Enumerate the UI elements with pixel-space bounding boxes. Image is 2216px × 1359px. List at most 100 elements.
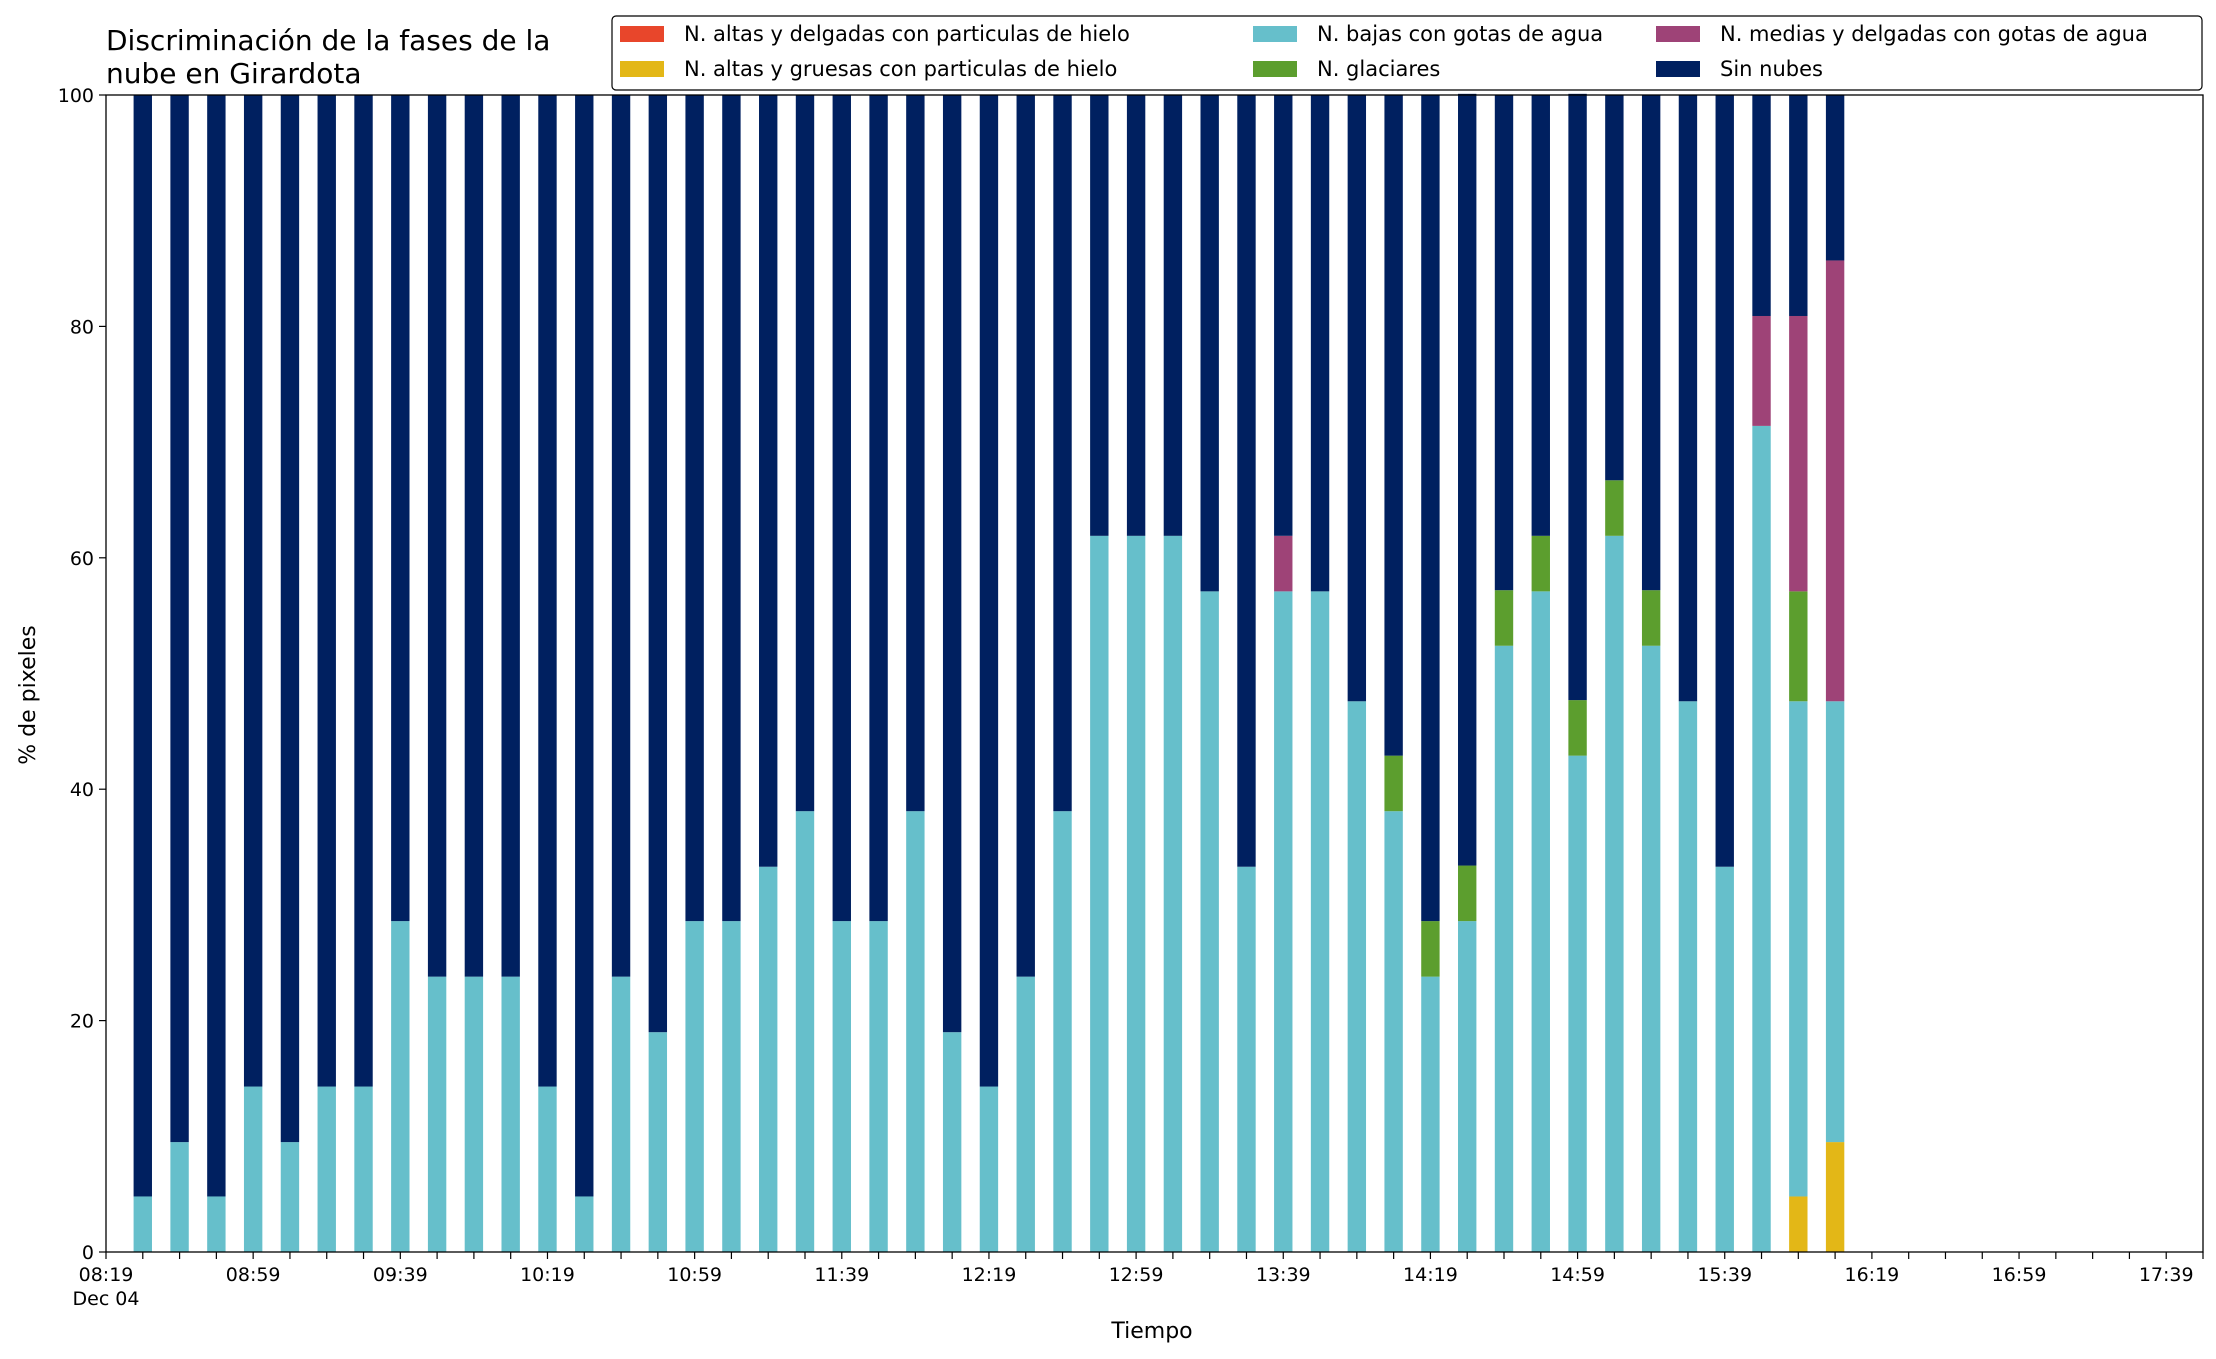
bar-segment-1019-s5 — [538, 95, 557, 1087]
bar-segment-0839-s2 — [170, 1142, 189, 1252]
bar-segment-1019-s2 — [538, 1086, 557, 1252]
y-tick-label: 60 — [70, 548, 94, 570]
bar-segment-1209-s2 — [942, 1032, 962, 1252]
legend-label: N. altas y gruesas con particulas de hie… — [684, 57, 1117, 81]
bar-segment-0849-s2 — [207, 1196, 226, 1252]
bar-segment-1059-s5 — [685, 95, 704, 922]
bar-segment-1009-s5 — [501, 95, 520, 977]
bar-segment-0909-s2 — [280, 1142, 300, 1252]
x-tick-label: 12:19 — [962, 1264, 1017, 1286]
bar-segment-0949-s2 — [427, 976, 447, 1252]
bar-segment-1559-s1 — [1789, 1196, 1808, 1252]
bar-segment-1149-s2 — [869, 921, 888, 1252]
bar-segment-1519-s3 — [1641, 590, 1661, 646]
bar-segment-1309-s2 — [1163, 535, 1183, 1252]
chart-title: Discriminación de la fases de la nube en… — [106, 24, 550, 90]
bar-segment-1439-s2 — [1494, 645, 1514, 1252]
legend: N. altas y delgadas con particulas de hi… — [611, 15, 2203, 91]
x-tick-label: 11:39 — [814, 1264, 869, 1286]
x-tick-label: 10:59 — [667, 1264, 722, 1286]
bar-segment-1159-s2 — [906, 811, 925, 1252]
bar-segment-0959-s5 — [464, 95, 484, 977]
x-tick-label: 16:19 — [1845, 1264, 1900, 1286]
x-tick-label: 10:19 — [520, 1264, 575, 1286]
x-tick-label: 09:39 — [373, 1264, 428, 1286]
bar-segment-1359-s2 — [1347, 701, 1367, 1252]
legend-label: N. glaciares — [1317, 57, 1440, 81]
bar-segment-1309-s5 — [1163, 95, 1183, 536]
x-tick-label: 08:59 — [226, 1264, 281, 1286]
x-tick-date-label: Dec 04 — [73, 1288, 140, 1310]
bar-segment-1519-s2 — [1641, 645, 1661, 1252]
bar-segment-0919-s2 — [317, 1086, 336, 1252]
bar-segment-1319-s2 — [1200, 591, 1219, 1252]
bar-segment-1049-s2 — [648, 1032, 668, 1252]
x-tick-label: 13:39 — [1256, 1264, 1311, 1286]
bar-segment-1319-s5 — [1200, 95, 1219, 592]
bar-segment-1609-s4 — [1825, 260, 1845, 702]
bar-segment-1239-s5 — [1053, 95, 1072, 812]
legend-box — [611, 15, 2203, 91]
bar-segment-1149-s5 — [869, 95, 888, 922]
y-tick-label: 0 — [82, 1242, 94, 1264]
bar-segment-1409-s3 — [1384, 755, 1403, 812]
bar-segment-1549-s2 — [1752, 425, 1771, 1252]
bar-segment-1449-s5 — [1531, 95, 1550, 536]
chart-title-line-2: nube en Girardota — [106, 57, 361, 90]
bar-segment-1249-s5 — [1090, 95, 1109, 536]
bar-segment-1509-s5 — [1605, 95, 1624, 481]
y-tick-label: 80 — [70, 316, 94, 338]
bar-segment-1359-s5 — [1347, 95, 1367, 702]
bar-segment-1549-s5 — [1752, 95, 1771, 316]
plot-frame — [105, 94, 2204, 1253]
bar-segment-0939-s2 — [391, 921, 410, 1252]
bar-segment-1519-s5 — [1641, 95, 1661, 591]
bar-segment-1229-s2 — [1016, 976, 1035, 1252]
bar-segment-1209-s5 — [942, 95, 962, 1033]
bar-segment-1449-s3 — [1531, 535, 1550, 592]
legend-swatch — [620, 61, 664, 77]
bar-segment-1419-s3 — [1421, 921, 1440, 977]
bar-segment-1039-s5 — [611, 95, 631, 977]
bar-segment-1559-s5 — [1789, 95, 1808, 316]
legend-label: N. altas y delgadas con particulas de hi… — [684, 22, 1130, 46]
bar-segment-1339-s2 — [1274, 591, 1293, 1252]
bar-segment-1539-s2 — [1715, 866, 1734, 1252]
x-tick-label: 15:39 — [1697, 1264, 1752, 1286]
legend-label: N. medias y delgadas con gotas de agua — [1720, 22, 2148, 46]
y-tick-label: 100 — [58, 85, 94, 107]
bar-segment-1409-s2 — [1384, 811, 1403, 1252]
bar-segment-1509-s2 — [1605, 535, 1624, 1252]
bar-segment-1129-s5 — [795, 95, 815, 812]
bar-segment-0939-s5 — [391, 95, 410, 922]
bar-segment-1049-s5 — [648, 95, 668, 1033]
bar-segment-1609-s1 — [1825, 1142, 1845, 1252]
bar-segment-1549-s4 — [1752, 315, 1771, 426]
bar-segment-0829-s2 — [133, 1196, 152, 1252]
bar-segment-0859-s5 — [243, 95, 263, 1087]
bar-segment-1059-s2 — [685, 921, 704, 1252]
bar-segment-1609-s2 — [1825, 701, 1845, 1143]
bar-segment-0839-s5 — [170, 95, 189, 1143]
bar-segment-1109-s5 — [722, 95, 741, 922]
legend-label: N. bajas con gotas de agua — [1317, 22, 1603, 46]
x-tick-label: 17:39 — [2139, 1264, 2194, 1286]
bar-segment-1119-s5 — [759, 95, 778, 867]
bar-segment-1039-s2 — [611, 976, 631, 1252]
bar-segment-0859-s2 — [243, 1086, 263, 1252]
bar-segment-1349-s2 — [1310, 591, 1330, 1252]
y-tick-label: 40 — [70, 779, 94, 801]
bar-segment-1119-s2 — [759, 866, 778, 1252]
x-tick-label: 12:59 — [1109, 1264, 1164, 1286]
bar-segment-0929-s2 — [354, 1086, 373, 1252]
bar-segment-1429-s3 — [1458, 865, 1477, 922]
bar-segment-1329-s5 — [1237, 95, 1256, 867]
bar-segment-0909-s5 — [280, 95, 300, 1143]
bar-segment-1349-s5 — [1310, 95, 1330, 592]
bar-segment-0829-s5 — [133, 95, 152, 1197]
x-tick-label: 08:19 — [79, 1264, 134, 1286]
legend-swatch — [1253, 26, 1297, 42]
bar-segment-1459-s5 — [1568, 93, 1587, 701]
